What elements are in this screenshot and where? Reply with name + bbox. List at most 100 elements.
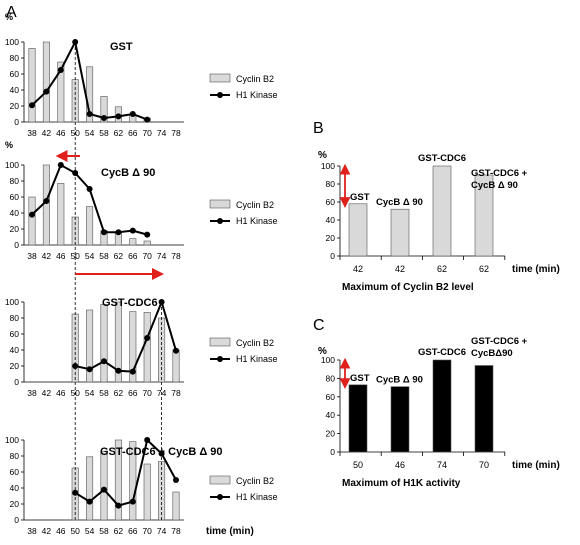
panel-c-chart: % 0 20 40 60 80 100 50 46 74 70 GST CycB Δ 90 GST-CDC… (318, 336, 560, 489)
x-tick-label: 42 (42, 251, 52, 261)
legend-swatch-cyclin-b2 (209, 73, 231, 83)
x-tick-label: 58 (99, 128, 109, 138)
y-tick-label: 100 (5, 37, 19, 47)
x-tick-label: 62 (114, 526, 124, 536)
y-tick-label: 100 (5, 435, 19, 445)
h1-kinase-point (173, 347, 179, 354)
x-tick-label: 46 (395, 460, 405, 470)
cyclin-b2-bar (28, 196, 36, 246)
cyclin-b2-bar (143, 463, 151, 521)
label-combined-line2: CycB Δ 90 (471, 180, 518, 191)
y-tick-label: 0 (330, 447, 335, 457)
h1-kinase-point (101, 358, 107, 365)
x-tick-label: 66 (128, 388, 138, 398)
y-tick-label: 20 (326, 429, 336, 439)
label-cycb: CycB Δ 90 (376, 197, 423, 208)
x-tick-label: 70 (142, 388, 152, 398)
y-tick-label: 40 (10, 483, 20, 493)
percent-label: % (318, 150, 327, 161)
panel-label-a: A (6, 4, 17, 21)
y-tick-label: 0 (14, 377, 19, 387)
x-tick-label: 38 (27, 128, 37, 138)
cyclin-b2-bar (57, 61, 65, 123)
cyclin-b2-bar (172, 349, 180, 383)
label-gst-cdc6: GST-CDC6 (418, 347, 466, 358)
legend-label-h1-kinase: H1 Kinase (236, 354, 278, 364)
x-tick-label: 46 (56, 388, 66, 398)
x-tick-label: 58 (99, 526, 109, 536)
y-tick-label: 40 (326, 410, 336, 420)
h1-kinase-point (86, 366, 93, 373)
h1-kinase-point (144, 335, 151, 341)
y-tick-label: 60 (10, 69, 20, 79)
x-tick-label: 46 (56, 251, 66, 261)
h1-kinase-point (29, 102, 35, 109)
y-tick-label: 20 (10, 224, 20, 234)
x-tick-label: 42 (42, 526, 52, 536)
y-tick-label: 100 (5, 160, 19, 170)
legend-label-h1-kinase: H1 Kinase (236, 216, 278, 226)
cyclin-b2-bar (129, 238, 137, 246)
y-tick-label: 80 (10, 313, 20, 323)
y-tick-label: 100 (5, 297, 19, 307)
x-tick-label: 74 (437, 460, 447, 470)
x-tick-label: 74 (157, 526, 167, 536)
h1-kinase-point (43, 198, 50, 204)
h1-kinase-point (115, 113, 122, 120)
x-tick-label: 38 (27, 251, 37, 261)
x-tick-label: 74 (157, 128, 167, 138)
x-tick-label: 62 (114, 388, 124, 398)
h1-kinase-point (101, 486, 107, 493)
percent-label: % (5, 140, 13, 150)
cyclin-b2-bar (28, 48, 36, 123)
x-tick-label: 78 (171, 128, 181, 138)
h1-kinase-point (115, 229, 122, 236)
cyclin-b2-bar (100, 96, 108, 123)
h1-kinase-point (115, 367, 122, 374)
label-combined-line1: GST-CDC6 + (471, 168, 528, 179)
x-axis-label: time (min) (206, 526, 254, 537)
cyclin-b2-bar (158, 461, 166, 521)
x-tick-label: 42 (42, 128, 52, 138)
legend-label-cyclin-b2: Cyclin B2 (236, 338, 274, 348)
x-tick-label: 78 (171, 526, 181, 536)
y-tick-label: 0 (330, 251, 335, 261)
cyclin-b2-bar (143, 312, 151, 383)
h1-kinase-point (57, 67, 64, 73)
summary-bar (474, 365, 494, 453)
h1-kinase-point (72, 363, 79, 369)
x-tick-label: 70 (479, 460, 489, 470)
summary-bar (432, 165, 452, 257)
x-axis-label: time (min) (512, 460, 560, 471)
cyclin-b2-bar (100, 304, 108, 383)
label-gst: GST (350, 192, 370, 203)
summary-bar (390, 208, 410, 257)
y-tick-label: 20 (10, 361, 20, 371)
x-tick-label: 50 (70, 251, 80, 261)
cyclin-b2-bar (86, 309, 94, 383)
y-tick-label: 60 (10, 329, 20, 339)
label-cycb: CycB Δ 90 (376, 375, 423, 386)
h1-kinase-point (144, 437, 151, 443)
y-tick-label: 80 (10, 451, 20, 461)
chart-caption: Maximum of Cyclin B2 level (342, 282, 474, 293)
x-tick-label: 58 (99, 251, 109, 261)
y-tick-label: 60 (326, 197, 336, 207)
legend-swatch-h1-kinase-marker (217, 92, 223, 98)
h1-kinase-point (173, 477, 179, 483)
legend-label-h1-kinase: H1 Kinase (236, 492, 278, 502)
y-tick-label: 20 (10, 499, 20, 509)
x-tick-label: 70 (142, 526, 152, 536)
h1-kinase-point (129, 368, 136, 375)
percent-label: % (5, 12, 13, 22)
legend-swatch-cyclin-b2 (209, 475, 231, 485)
cyclin-b2-bar (114, 439, 122, 521)
y-tick-label: 0 (14, 515, 19, 525)
x-tick-label: 70 (142, 251, 152, 261)
panel-label-c: C (313, 317, 325, 334)
cyclin-b2-bar (86, 456, 94, 521)
